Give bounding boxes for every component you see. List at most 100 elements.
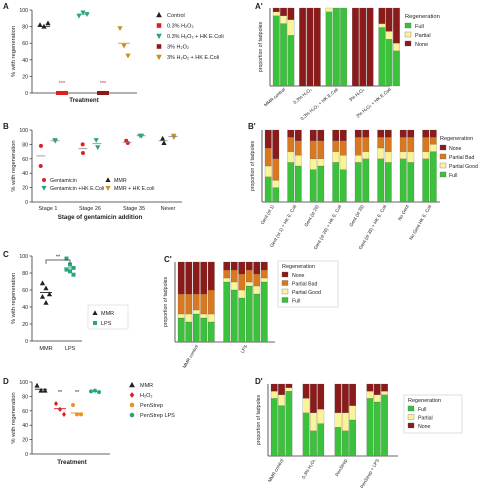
b-prime-bar-full (363, 159, 370, 202)
b-prime-bar-partial_bad (423, 137, 430, 151)
legend-text: Partial Good (449, 164, 478, 170)
data-point (71, 403, 75, 407)
legend-title: Regeneration (408, 398, 441, 404)
c-prime-bar-full (201, 318, 208, 342)
a-prime-bar-full (288, 35, 295, 86)
data-point (84, 12, 89, 17)
b-prime-bar-partial_good (288, 152, 295, 163)
data-point (40, 294, 45, 299)
d-prime-bar-partial (381, 391, 388, 395)
data-point (62, 412, 66, 417)
d-prime-bar-full (286, 391, 293, 456)
d-prime-bar-partial (349, 406, 356, 420)
legend-b-marker (105, 186, 110, 191)
data-point (42, 388, 47, 393)
legend-swatch (282, 298, 288, 303)
c-prime-bar-full (261, 282, 268, 342)
c-prime-bar-partial_bad (201, 294, 208, 314)
c-prime-bar-partial_bad (246, 270, 253, 282)
legend-text: None (292, 273, 305, 279)
b-prime-bar-partial_good (408, 152, 415, 163)
data-point (97, 91, 101, 95)
c-prime-bar-full (178, 318, 185, 342)
legend-c-text: MMR (101, 311, 114, 317)
data-point (45, 20, 50, 25)
b-prime-bar-full (310, 170, 317, 202)
b-prime-bar-partial_bad (400, 137, 407, 151)
panel-label-c: C (3, 250, 9, 259)
data-point (95, 145, 100, 150)
legend-c-marker (93, 321, 97, 325)
b-prime-bar-full (385, 162, 392, 202)
b-prime-bar-none (363, 130, 370, 137)
legend-b-text: MMR + HK E.coli (114, 186, 154, 192)
a-prime-bar-partial (379, 24, 386, 28)
legend-d-text: PenStrep LPS (140, 413, 175, 419)
significance-label: ** (58, 390, 63, 396)
data-point (89, 389, 93, 393)
x-tick-label: LPS (240, 344, 249, 354)
y-axis-label: % with regeneration (11, 273, 17, 324)
b-prime-bar-partial_bad (265, 148, 272, 166)
b-prime-bar-none (310, 130, 317, 141)
b-prime-bar-partial_good (423, 152, 430, 159)
a-prime-bar-partial (326, 8, 333, 12)
b-prime-bar-full (400, 159, 407, 202)
y-tick-label: 0 (25, 200, 28, 206)
d-prime-bar-none (278, 384, 285, 395)
b-prime-bar-partial_good (378, 148, 385, 159)
c-prime-bar-partial_bad (178, 294, 185, 314)
b-prime-bar-partial_bad (340, 141, 347, 155)
d-prime-bar-full (381, 395, 388, 456)
a-prime-bar-full (280, 24, 287, 86)
a-prime-bar-none (280, 8, 287, 16)
legend-text: Full (292, 299, 300, 305)
legend-text: None (415, 42, 428, 48)
c-prime-bar-partial_bad (239, 274, 246, 290)
d-prime-bar-full (342, 431, 349, 456)
legend-swatch (405, 41, 411, 46)
data-point (43, 286, 48, 291)
y-tick-label: 100 (19, 8, 28, 14)
legend-text: Full (418, 407, 426, 413)
data-point (81, 151, 85, 155)
c-prime-bar-none (231, 262, 238, 270)
c-prime-bar-partial_good (231, 282, 238, 290)
b-prime-bar-partial_bad (333, 141, 340, 152)
legend-text: Full (449, 173, 457, 179)
d-prime-bar-none (318, 384, 325, 409)
legend-c-text: LPS (101, 321, 112, 327)
b-prime-bar-full (423, 159, 430, 202)
y-tick-label: 60 (22, 157, 28, 163)
x-tick-label: Gent (st 1) (260, 204, 275, 226)
x-tick-label: Gent (st 1) + HK E. Coli (269, 204, 297, 248)
legend-text: Partial Good (292, 290, 321, 296)
b-prime-bar-full (430, 152, 437, 202)
significance-bracket (46, 260, 70, 264)
d-prime-bar-none (374, 384, 381, 395)
a-prime-bar-partial (393, 43, 400, 51)
y-axis-label: % with regeneration (11, 392, 17, 443)
data-point (75, 412, 79, 416)
c-prime-bar-none (178, 262, 185, 294)
legend-b-text: Gentamicin (50, 178, 77, 184)
data-point (65, 268, 69, 272)
legend-text: Partial Bad (292, 282, 317, 288)
y-axis-label: proportion of tadpoles (256, 395, 262, 446)
a-prime-bar-none (288, 8, 295, 20)
legend-b-marker (41, 186, 46, 191)
b-prime-bar-partial_bad (363, 137, 370, 151)
c-prime-bar-full (193, 314, 200, 342)
x-tick-label: Gent (st 26) (303, 204, 320, 228)
b-prime-bar-full (295, 166, 302, 202)
d-prime-bar-partial (335, 413, 342, 427)
b-prime-bar-none (288, 130, 295, 137)
legend-a-text: 0.3% H₂O₂ (167, 24, 194, 30)
x-axis-label: Treatment (57, 459, 87, 466)
legend-swatch (405, 23, 411, 28)
significance-label: ** (75, 390, 80, 396)
c-prime-bar-none (186, 262, 193, 294)
c-prime-bar-partial_bad (261, 270, 268, 278)
legend-d-text: MMR (140, 383, 153, 389)
